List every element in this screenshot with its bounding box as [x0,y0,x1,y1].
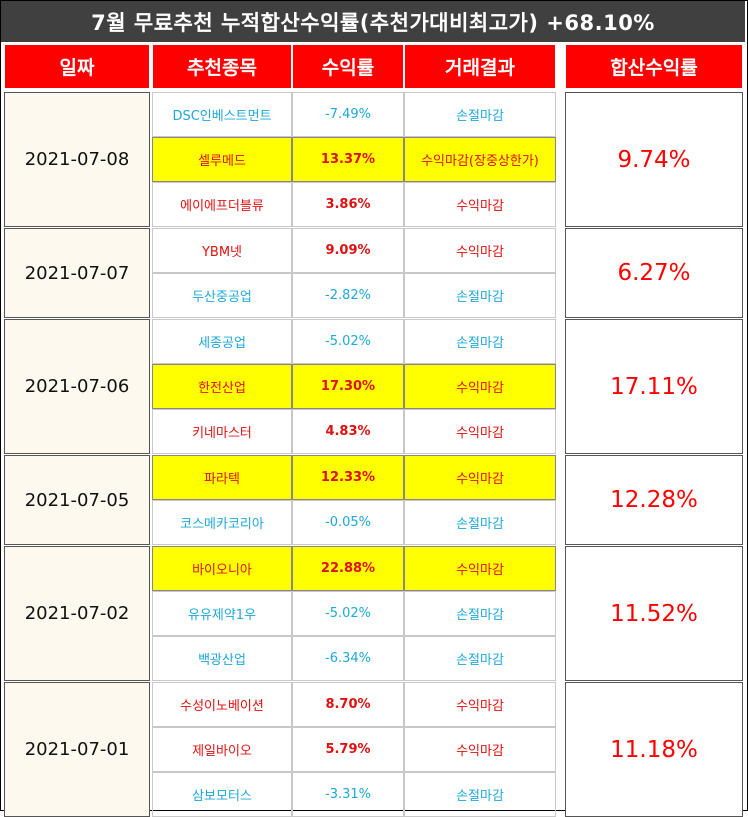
return-cell: 5.79% [292,727,404,772]
table-row: DSC인베스트먼트 -7.49% 손절마감 [152,92,560,137]
return-cell: -5.02% [292,591,404,636]
stock-name-cell: 삼보모터스 [152,772,292,817]
stock-name-cell: YBM넷 [152,228,292,273]
table-row: 백광산업 -6.34% 손절마감 [152,636,560,681]
table-row: 파라텍 12.33% 수익마감 [152,455,560,500]
stock-name-cell: 한전산업 [152,364,292,409]
result-cell: 수익마감 [404,182,556,227]
date-cell: 2021-07-01 [4,682,150,817]
return-cell: 8.70% [292,682,404,727]
stock-name-cell: 제일바이오 [152,727,292,772]
stock-name-cell: 파라텍 [152,455,292,500]
result-cell: 손절마감 [404,500,556,545]
total-return-cell: 11.52% [565,546,743,681]
return-cell: -6.34% [292,636,404,681]
stock-name-cell: 키네마스터 [152,409,292,454]
result-cell: 손절마감 [404,636,556,681]
result-cell: 손절마감 [404,273,556,318]
header-total-return: 합산수익률 [565,45,743,88]
result-cell: 수익마감 [404,546,556,591]
result-cell: 수익마감 [404,455,556,500]
date-group: 2021-07-06 세종공업 -5.02% 손절마감 한전산업 17.30% 수익마감 키네… [0,319,748,454]
total-return-cell: 9.74% [565,92,743,227]
table-row: 제일바이오 5.79% 수익마감 [152,727,560,772]
stock-name-cell: DSC인베스트먼트 [152,92,292,137]
total-return-cell: 12.28% [565,455,743,545]
header-date: 일짜 [4,45,150,88]
date-cell: 2021-07-02 [4,546,150,681]
header-result: 거래결과 [404,45,556,88]
date-cell: 2021-07-05 [4,455,150,545]
stock-name-cell: 바이오니아 [152,546,292,591]
date-group: 2021-07-01 수성이노베이션 8.70% 수익마감 제일바이오 5.79% 수익마감… [0,682,748,817]
date-cell: 2021-07-07 [4,228,150,318]
return-cell: 4.83% [292,409,404,454]
return-cell: 22.88% [292,546,404,591]
stock-name-cell: 유유제약1우 [152,591,292,636]
stock-name-cell: 셀루메드 [152,137,292,182]
date-group: 2021-07-07 YBM넷 9.09% 수익마감 두산중공업 -2.82% 손절마감 6.… [0,228,748,318]
page-title: 7월 무료추천 누적합산수익률(추천가대비최고가) +68.10% [1,1,745,42]
stock-name-cell: 백광산업 [152,636,292,681]
date-group: 2021-07-02 바이오니아 22.88% 수익마감 유유제약1우 -5.02% 손절마… [0,546,748,681]
header-stock: 추천종목 [152,45,292,88]
table-row: 삼보모터스 -3.31% 손절마감 [152,772,560,817]
result-cell: 수익마감 [404,409,556,454]
date-cell: 2021-07-06 [4,319,150,454]
stock-name-cell: 수성이노베이션 [152,682,292,727]
result-cell: 손절마감 [404,92,556,137]
result-cell: 손절마감 [404,319,556,364]
result-cell: 수익마감 [404,228,556,273]
stock-name-cell: 에이에프더블류 [152,182,292,227]
result-cell: 손절마감 [404,591,556,636]
stock-name-cell: 두산중공업 [152,273,292,318]
date-group: 2021-07-08 DSC인베스트먼트 -7.49% 손절마감 셀루메드 13.37% 수… [0,92,748,227]
return-cell: -0.05% [292,500,404,545]
result-cell: 수익마감 [404,682,556,727]
header-return: 수익률 [292,45,404,88]
table-row: 세종공업 -5.02% 손절마감 [152,319,560,364]
result-cell: 수익마감(장중상한가) [404,137,556,182]
return-cell: -7.49% [292,92,404,137]
result-cell: 수익마감 [404,364,556,409]
table-row: 코스메카코리아 -0.05% 손절마감 [152,500,560,545]
table-row: 키네마스터 4.83% 수익마감 [152,409,560,454]
return-cell: 9.09% [292,228,404,273]
table-row: 한전산업 17.30% 수익마감 [152,364,560,409]
return-cell: 13.37% [292,137,404,182]
return-cell: 12.33% [292,455,404,500]
result-cell: 손절마감 [404,772,556,817]
total-return-cell: 17.11% [565,319,743,454]
stock-name-cell: 세종공업 [152,319,292,364]
total-return-cell: 6.27% [565,228,743,318]
result-cell: 수익마감 [404,727,556,772]
return-cell: -5.02% [292,319,404,364]
table-row: 셀루메드 13.37% 수익마감(장중상한가) [152,137,560,182]
table-row: 유유제약1우 -5.02% 손절마감 [152,591,560,636]
return-cell: 3.86% [292,182,404,227]
table-row: YBM넷 9.09% 수익마감 [152,228,560,273]
date-cell: 2021-07-08 [4,92,150,227]
return-cell: 17.30% [292,364,404,409]
table-row: 두산중공업 -2.82% 손절마감 [152,273,560,318]
table-row: 에이에프더블류 3.86% 수익마감 [152,182,560,227]
return-cell: -3.31% [292,772,404,817]
table-header: 일짜 추천종목 수익률 거래결과 합산수익률 [0,45,748,90]
table-row: 바이오니아 22.88% 수익마감 [152,546,560,591]
date-group: 2021-07-05 파라텍 12.33% 수익마감 코스메카코리아 -0.05% 손절마감… [0,455,748,545]
table-row: 수성이노베이션 8.70% 수익마감 [152,682,560,727]
stock-name-cell: 코스메카코리아 [152,500,292,545]
total-return-cell: 11.18% [565,682,743,817]
return-cell: -2.82% [292,273,404,318]
